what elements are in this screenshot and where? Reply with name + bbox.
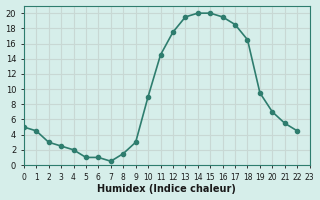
X-axis label: Humidex (Indice chaleur): Humidex (Indice chaleur) [97, 184, 236, 194]
